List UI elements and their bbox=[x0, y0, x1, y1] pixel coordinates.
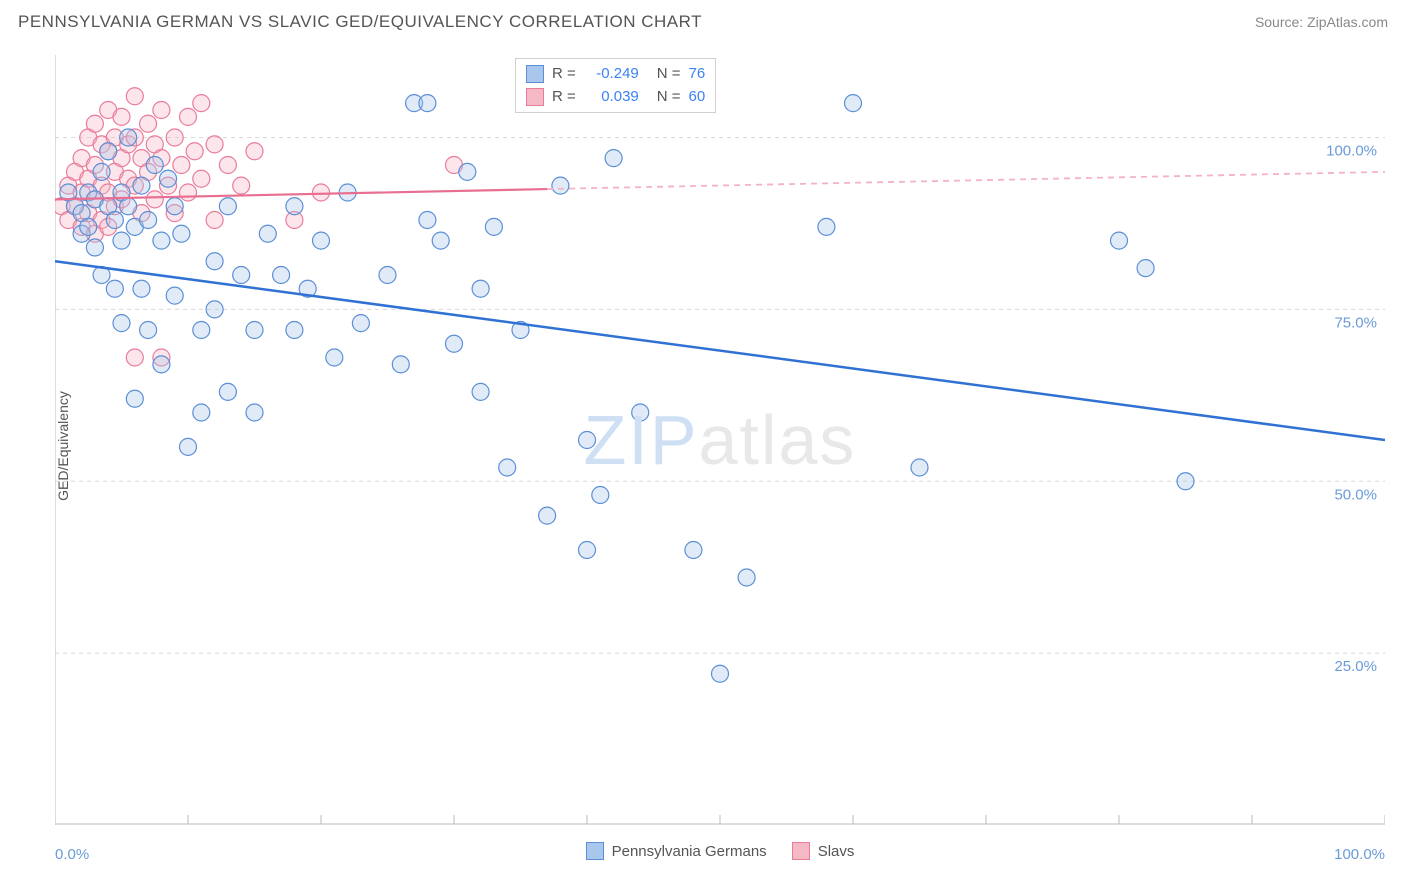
legend-label-slavs: Slavs bbox=[818, 843, 855, 860]
r-value-germans: -0.249 bbox=[584, 63, 639, 86]
svg-text:100.0%: 100.0% bbox=[1326, 143, 1377, 160]
source-name: ZipAtlas.com bbox=[1307, 14, 1388, 30]
swatch-slavs-icon bbox=[792, 842, 810, 860]
n-value-slavs: 60 bbox=[689, 86, 706, 109]
correlation-legend: R = -0.249 N = 76 R = 0.039 N = 60 bbox=[515, 58, 716, 113]
source-label: Source: bbox=[1255, 14, 1307, 30]
legend-item-slavs: Slavs bbox=[792, 842, 855, 860]
svg-text:50.0%: 50.0% bbox=[1334, 486, 1377, 503]
chart-container: PENNSYLVANIA GERMAN VS SLAVIC GED/EQUIVA… bbox=[0, 0, 1406, 892]
legend-row-germans: R = -0.249 N = 76 bbox=[526, 63, 705, 86]
series-legend: Pennsylvania Germans Slavs bbox=[55, 842, 1385, 860]
swatch-germans-icon bbox=[586, 842, 604, 860]
n-label: N = bbox=[657, 86, 681, 109]
svg-text:25.0%: 25.0% bbox=[1334, 658, 1377, 675]
svg-text:75.0%: 75.0% bbox=[1334, 314, 1377, 331]
r-label: R = bbox=[552, 86, 576, 109]
legend-label-germans: Pennsylvania Germans bbox=[612, 843, 767, 860]
chart-title: PENNSYLVANIA GERMAN VS SLAVIC GED/EQUIVA… bbox=[18, 12, 702, 32]
plot-area: 25.0%50.0%75.0%100.0% ZIPatlas R = -0.24… bbox=[55, 55, 1385, 825]
n-label: N = bbox=[657, 63, 681, 86]
title-bar: PENNSYLVANIA GERMAN VS SLAVIC GED/EQUIVA… bbox=[18, 12, 1388, 32]
swatch-slavs bbox=[526, 88, 544, 106]
legend-item-germans: Pennsylvania Germans bbox=[586, 842, 767, 860]
legend-row-slavs: R = 0.039 N = 60 bbox=[526, 86, 705, 109]
r-label: R = bbox=[552, 63, 576, 86]
source-attribution: Source: ZipAtlas.com bbox=[1255, 14, 1388, 30]
swatch-germans bbox=[526, 65, 544, 83]
n-value-germans: 76 bbox=[689, 63, 706, 86]
scatter-plot-svg: 25.0% 50.0% 75.0% 100.0% bbox=[55, 55, 1385, 825]
r-value-slavs: 0.039 bbox=[584, 86, 639, 109]
